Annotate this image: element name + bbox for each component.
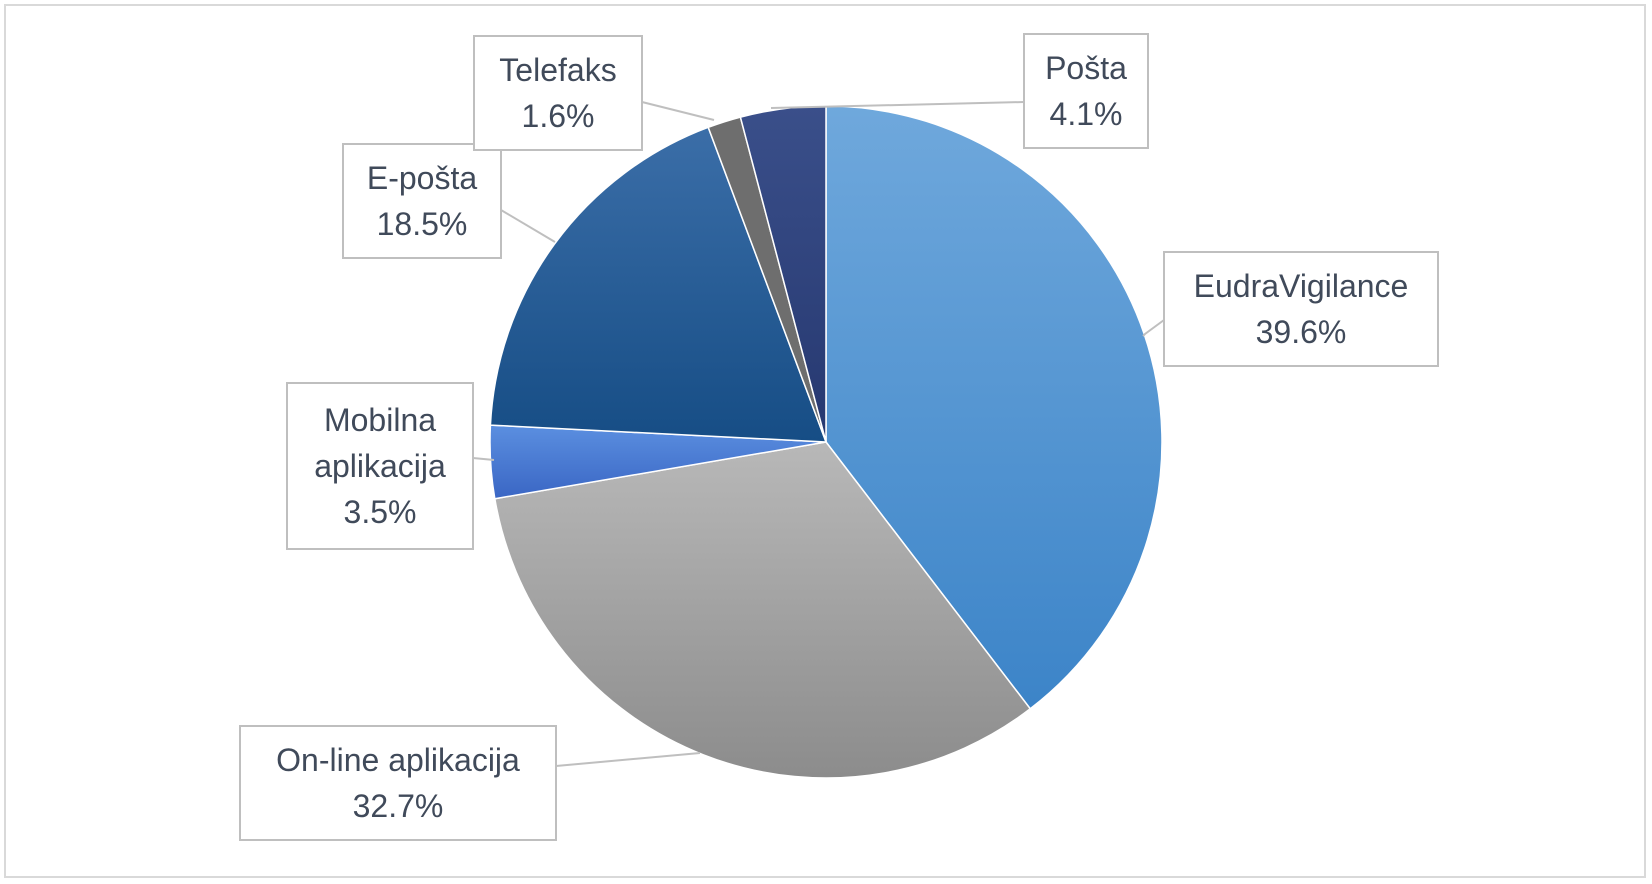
leader-line bbox=[1142, 319, 1165, 337]
data-label-telefaks: Telefaks 1.6% bbox=[473, 35, 715, 151]
data-label-on-line-aplikacija: On-line aplikacija 32.7% bbox=[239, 725, 701, 841]
leader-line bbox=[472, 457, 495, 461]
label-value: 4.1% bbox=[1050, 96, 1123, 132]
label-box bbox=[342, 143, 502, 259]
label-box bbox=[1163, 251, 1439, 367]
label-category: Pošta bbox=[1045, 50, 1127, 86]
leader-line bbox=[555, 752, 701, 767]
pie-slice-on-line-aplikacija bbox=[493, 441, 1032, 779]
label-category: Mobilna bbox=[324, 402, 436, 438]
pie-slices bbox=[489, 105, 1163, 779]
label-box bbox=[239, 725, 557, 841]
label-box bbox=[286, 382, 474, 550]
data-label-mobilna-aplikacija: Mobilna aplikacija 3.5% bbox=[286, 382, 495, 550]
leader-line bbox=[770, 101, 1025, 109]
label-category: EudraVigilance bbox=[1194, 268, 1409, 304]
label-value: 1.6% bbox=[522, 98, 595, 134]
leader-line bbox=[641, 101, 715, 121]
label-box bbox=[1023, 33, 1149, 149]
label-category: aplikacija bbox=[314, 448, 446, 484]
label-category: On-line aplikacija bbox=[276, 742, 520, 778]
data-label-po-ta: Pošta 4.1% bbox=[770, 33, 1149, 149]
label-value: 32.7% bbox=[353, 788, 444, 824]
pie-slice-e-po-ta bbox=[489, 126, 828, 443]
label-box bbox=[473, 35, 643, 151]
label-category: E-pošta bbox=[367, 160, 477, 196]
label-category: Telefaks bbox=[499, 52, 616, 88]
label-value: 39.6% bbox=[1256, 314, 1347, 350]
leader-line bbox=[500, 209, 556, 243]
label-value: 18.5% bbox=[377, 206, 468, 242]
data-labels: EudraVigilance 39.6% On-line aplikacija 32.… bbox=[239, 33, 1439, 841]
label-value: 3.5% bbox=[344, 494, 417, 530]
data-label-eudravigilance: EudraVigilance 39.6% bbox=[1142, 251, 1439, 367]
data-label-e-po-ta: E-pošta 18.5% bbox=[342, 143, 556, 259]
